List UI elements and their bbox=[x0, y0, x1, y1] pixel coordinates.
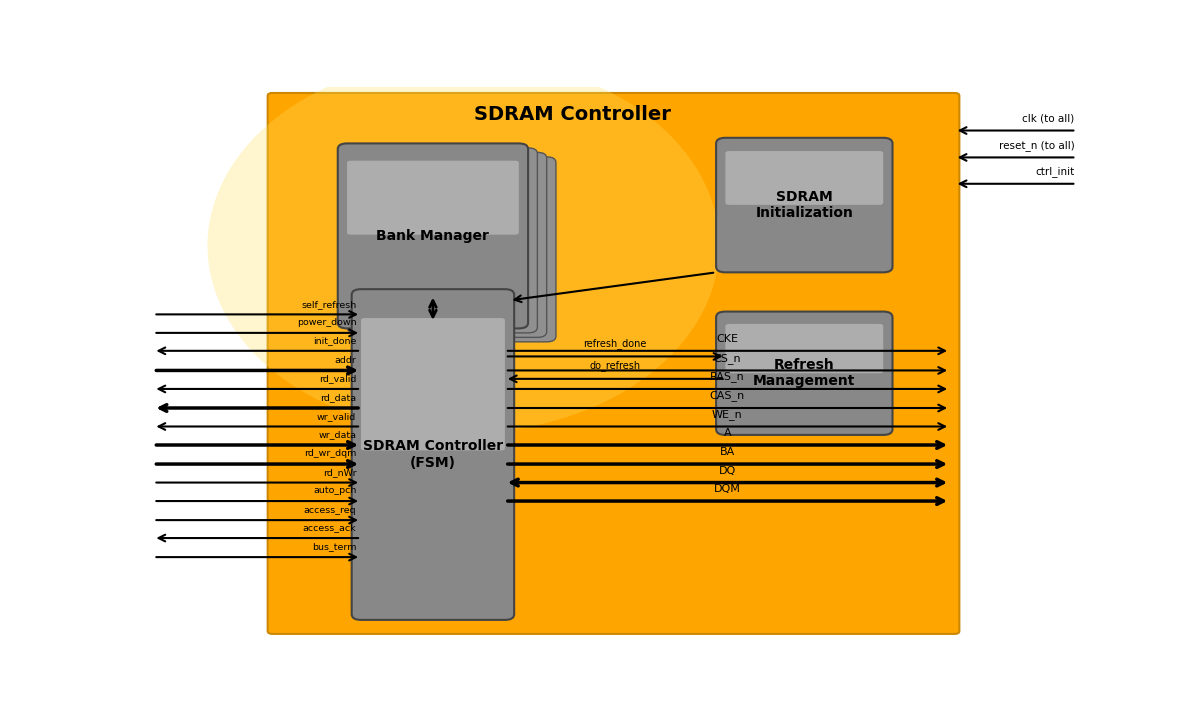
Text: CKE: CKE bbox=[716, 334, 738, 344]
Text: A: A bbox=[724, 428, 731, 438]
Text: wr_data: wr_data bbox=[319, 430, 356, 440]
Text: reset_n (to all): reset_n (to all) bbox=[999, 140, 1075, 151]
FancyBboxPatch shape bbox=[361, 318, 504, 451]
FancyBboxPatch shape bbox=[365, 157, 556, 342]
Text: WE_n: WE_n bbox=[712, 409, 743, 420]
FancyBboxPatch shape bbox=[338, 143, 528, 328]
Text: refresh_done: refresh_done bbox=[583, 338, 647, 349]
FancyBboxPatch shape bbox=[356, 152, 546, 337]
Text: DQM: DQM bbox=[714, 484, 740, 494]
FancyBboxPatch shape bbox=[716, 138, 893, 272]
Text: bus_term: bus_term bbox=[311, 542, 356, 552]
Text: rd_valid: rd_valid bbox=[319, 374, 356, 384]
Text: self_refresh: self_refresh bbox=[301, 300, 356, 309]
FancyBboxPatch shape bbox=[726, 151, 883, 205]
Text: auto_pch: auto_pch bbox=[313, 486, 356, 496]
Text: ctrl_init: ctrl_init bbox=[1035, 166, 1075, 177]
Text: SDRAM
Initialization: SDRAM Initialization bbox=[756, 190, 853, 220]
Text: do_refresh: do_refresh bbox=[589, 360, 641, 371]
Text: CS_n: CS_n bbox=[714, 353, 742, 364]
Text: Refresh
Management: Refresh Management bbox=[754, 358, 855, 388]
FancyBboxPatch shape bbox=[347, 161, 519, 234]
Text: access_req: access_req bbox=[304, 505, 356, 515]
Text: rd_wr_dqm: rd_wr_dqm bbox=[304, 449, 356, 459]
Text: DQ: DQ bbox=[719, 466, 736, 476]
Text: SDRAM Controller: SDRAM Controller bbox=[473, 105, 671, 124]
FancyBboxPatch shape bbox=[352, 289, 514, 620]
Text: rd_nWr: rd_nWr bbox=[322, 468, 356, 477]
Text: wr_valid: wr_valid bbox=[317, 412, 356, 421]
Text: clk (to all): clk (to all) bbox=[1022, 114, 1075, 124]
Text: CAS_n: CAS_n bbox=[710, 390, 745, 401]
Text: access_ack: access_ack bbox=[303, 523, 356, 532]
Text: BA: BA bbox=[720, 447, 736, 457]
FancyBboxPatch shape bbox=[347, 148, 538, 333]
Text: addr: addr bbox=[334, 356, 356, 365]
Text: RAS_n: RAS_n bbox=[710, 371, 745, 382]
Text: init_done: init_done bbox=[313, 336, 356, 345]
Text: rd_data: rd_data bbox=[320, 393, 356, 403]
FancyBboxPatch shape bbox=[267, 93, 960, 634]
Text: Bank Manager: Bank Manager bbox=[376, 229, 489, 243]
Ellipse shape bbox=[207, 58, 719, 433]
Text: power_down: power_down bbox=[297, 318, 356, 328]
FancyBboxPatch shape bbox=[716, 312, 893, 435]
FancyBboxPatch shape bbox=[726, 324, 883, 373]
Text: SDRAM Controller
(FSM): SDRAM Controller (FSM) bbox=[363, 440, 503, 470]
